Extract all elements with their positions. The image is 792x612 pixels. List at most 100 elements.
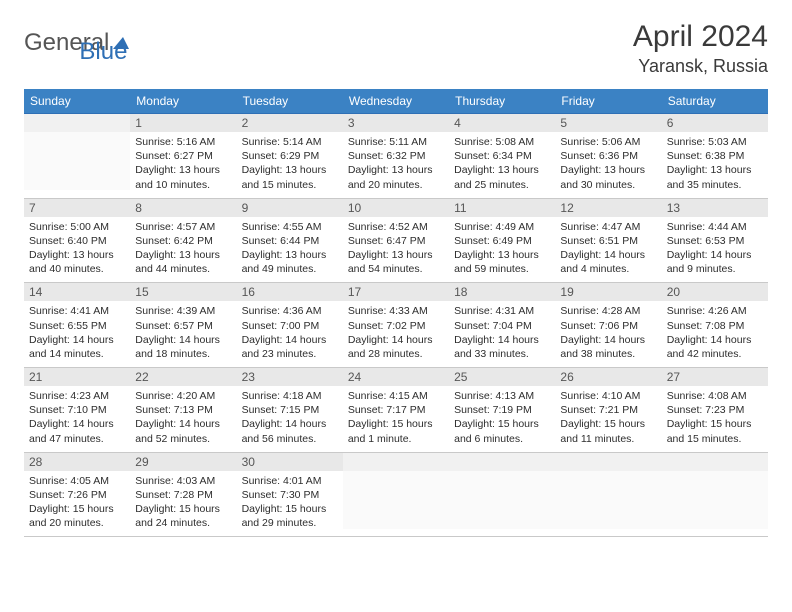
week-row: 21Sunrise: 4:23 AMSunset: 7:10 PMDayligh… [24, 368, 768, 453]
day-cell: 14Sunrise: 4:41 AMSunset: 6:55 PMDayligh… [24, 283, 130, 368]
day-number [449, 453, 555, 471]
daylight-text: Daylight: 14 hours and 38 minutes. [560, 333, 656, 361]
daylight-text: Daylight: 13 hours and 10 minutes. [135, 163, 231, 191]
sunset-text: Sunset: 6:42 PM [135, 234, 231, 248]
day-number: 2 [237, 114, 343, 132]
day-cell: 7Sunrise: 5:00 AMSunset: 6:40 PMDaylight… [24, 198, 130, 283]
day-body: Sunrise: 4:39 AMSunset: 6:57 PMDaylight:… [130, 301, 236, 367]
day-header: Monday [130, 89, 236, 114]
day-number: 19 [555, 283, 661, 301]
daylight-text: Daylight: 14 hours and 14 minutes. [29, 333, 125, 361]
day-number: 4 [449, 114, 555, 132]
day-number: 24 [343, 368, 449, 386]
sunrise-text: Sunrise: 4:47 AM [560, 220, 656, 234]
daylight-text: Daylight: 13 hours and 59 minutes. [454, 248, 550, 276]
day-cell: 6Sunrise: 5:03 AMSunset: 6:38 PMDaylight… [662, 114, 768, 199]
day-header: Sunday [24, 89, 130, 114]
day-body: Sunrise: 5:16 AMSunset: 6:27 PMDaylight:… [130, 132, 236, 198]
day-number: 28 [24, 453, 130, 471]
sunrise-text: Sunrise: 5:00 AM [29, 220, 125, 234]
sunrise-text: Sunrise: 4:03 AM [135, 474, 231, 488]
day-header: Saturday [662, 89, 768, 114]
day-cell [343, 452, 449, 537]
sunrise-text: Sunrise: 4:13 AM [454, 389, 550, 403]
day-number: 15 [130, 283, 236, 301]
week-row: 1Sunrise: 5:16 AMSunset: 6:27 PMDaylight… [24, 114, 768, 199]
day-number: 12 [555, 199, 661, 217]
day-body [343, 471, 449, 529]
day-body: Sunrise: 4:01 AMSunset: 7:30 PMDaylight:… [237, 471, 343, 537]
sunset-text: Sunset: 6:44 PM [242, 234, 338, 248]
sunset-text: Sunset: 7:08 PM [667, 319, 763, 333]
daylight-text: Daylight: 14 hours and 23 minutes. [242, 333, 338, 361]
day-body: Sunrise: 4:28 AMSunset: 7:06 PMDaylight:… [555, 301, 661, 367]
day-body: Sunrise: 4:08 AMSunset: 7:23 PMDaylight:… [662, 386, 768, 452]
sunrise-text: Sunrise: 4:01 AM [242, 474, 338, 488]
day-number: 18 [449, 283, 555, 301]
day-cell: 24Sunrise: 4:15 AMSunset: 7:17 PMDayligh… [343, 368, 449, 453]
sunset-text: Sunset: 7:26 PM [29, 488, 125, 502]
sunset-text: Sunset: 6:49 PM [454, 234, 550, 248]
sunset-text: Sunset: 7:06 PM [560, 319, 656, 333]
sunrise-text: Sunrise: 4:49 AM [454, 220, 550, 234]
day-number: 30 [237, 453, 343, 471]
sunset-text: Sunset: 7:23 PM [667, 403, 763, 417]
sunrise-text: Sunrise: 5:16 AM [135, 135, 231, 149]
daylight-text: Daylight: 14 hours and 33 minutes. [454, 333, 550, 361]
day-number: 13 [662, 199, 768, 217]
day-cell: 1Sunrise: 5:16 AMSunset: 6:27 PMDaylight… [130, 114, 236, 199]
day-body: Sunrise: 4:20 AMSunset: 7:13 PMDaylight:… [130, 386, 236, 452]
day-body: Sunrise: 5:08 AMSunset: 6:34 PMDaylight:… [449, 132, 555, 198]
day-cell: 20Sunrise: 4:26 AMSunset: 7:08 PMDayligh… [662, 283, 768, 368]
daylight-text: Daylight: 14 hours and 4 minutes. [560, 248, 656, 276]
sunset-text: Sunset: 7:13 PM [135, 403, 231, 417]
sunrise-text: Sunrise: 4:05 AM [29, 474, 125, 488]
sunrise-text: Sunrise: 4:18 AM [242, 389, 338, 403]
day-number: 29 [130, 453, 236, 471]
day-number: 3 [343, 114, 449, 132]
day-body: Sunrise: 5:11 AMSunset: 6:32 PMDaylight:… [343, 132, 449, 198]
sunset-text: Sunset: 7:04 PM [454, 319, 550, 333]
sunrise-text: Sunrise: 4:33 AM [348, 304, 444, 318]
sunset-text: Sunset: 6:34 PM [454, 149, 550, 163]
sunset-text: Sunset: 6:53 PM [667, 234, 763, 248]
day-number: 26 [555, 368, 661, 386]
day-body: Sunrise: 4:55 AMSunset: 6:44 PMDaylight:… [237, 217, 343, 283]
sunrise-text: Sunrise: 4:52 AM [348, 220, 444, 234]
sunrise-text: Sunrise: 4:23 AM [29, 389, 125, 403]
sunset-text: Sunset: 6:47 PM [348, 234, 444, 248]
day-cell: 19Sunrise: 4:28 AMSunset: 7:06 PMDayligh… [555, 283, 661, 368]
day-cell: 9Sunrise: 4:55 AMSunset: 6:44 PMDaylight… [237, 198, 343, 283]
day-cell: 16Sunrise: 4:36 AMSunset: 7:00 PMDayligh… [237, 283, 343, 368]
day-body: Sunrise: 4:52 AMSunset: 6:47 PMDaylight:… [343, 217, 449, 283]
daylight-text: Daylight: 15 hours and 1 minute. [348, 417, 444, 445]
day-body: Sunrise: 4:05 AMSunset: 7:26 PMDaylight:… [24, 471, 130, 537]
sunset-text: Sunset: 6:57 PM [135, 319, 231, 333]
day-number: 17 [343, 283, 449, 301]
sunset-text: Sunset: 6:51 PM [560, 234, 656, 248]
day-cell: 4Sunrise: 5:08 AMSunset: 6:34 PMDaylight… [449, 114, 555, 199]
day-number [555, 453, 661, 471]
daylight-text: Daylight: 15 hours and 20 minutes. [29, 502, 125, 530]
day-cell [449, 452, 555, 537]
day-cell: 28Sunrise: 4:05 AMSunset: 7:26 PMDayligh… [24, 452, 130, 537]
day-cell: 21Sunrise: 4:23 AMSunset: 7:10 PMDayligh… [24, 368, 130, 453]
day-header: Wednesday [343, 89, 449, 114]
sunrise-text: Sunrise: 4:55 AM [242, 220, 338, 234]
daylight-text: Daylight: 14 hours and 42 minutes. [667, 333, 763, 361]
day-number: 14 [24, 283, 130, 301]
day-body: Sunrise: 4:31 AMSunset: 7:04 PMDaylight:… [449, 301, 555, 367]
day-cell: 12 Sunrise: 4:47 AMSunset: 6:51 PMDayligh… [555, 198, 661, 283]
day-body: Sunrise: 5:00 AMSunset: 6:40 PMDaylight:… [24, 217, 130, 283]
sunset-text: Sunset: 7:10 PM [29, 403, 125, 417]
sunrise-text: Sunrise: 5:06 AM [560, 135, 656, 149]
daylight-text: Daylight: 13 hours and 35 minutes. [667, 163, 763, 191]
day-cell: 5Sunrise: 5:06 AMSunset: 6:36 PMDaylight… [555, 114, 661, 199]
day-body: Sunrise: 4:03 AMSunset: 7:28 PMDaylight:… [130, 471, 236, 537]
sunrise-text: Sunrise: 4:41 AM [29, 304, 125, 318]
sunset-text: Sunset: 7:00 PM [242, 319, 338, 333]
day-body: Sunrise: 4:41 AMSunset: 6:55 PMDaylight:… [24, 301, 130, 367]
day-cell [555, 452, 661, 537]
sunset-text: Sunset: 7:30 PM [242, 488, 338, 502]
sunset-text: Sunset: 6:32 PM [348, 149, 444, 163]
